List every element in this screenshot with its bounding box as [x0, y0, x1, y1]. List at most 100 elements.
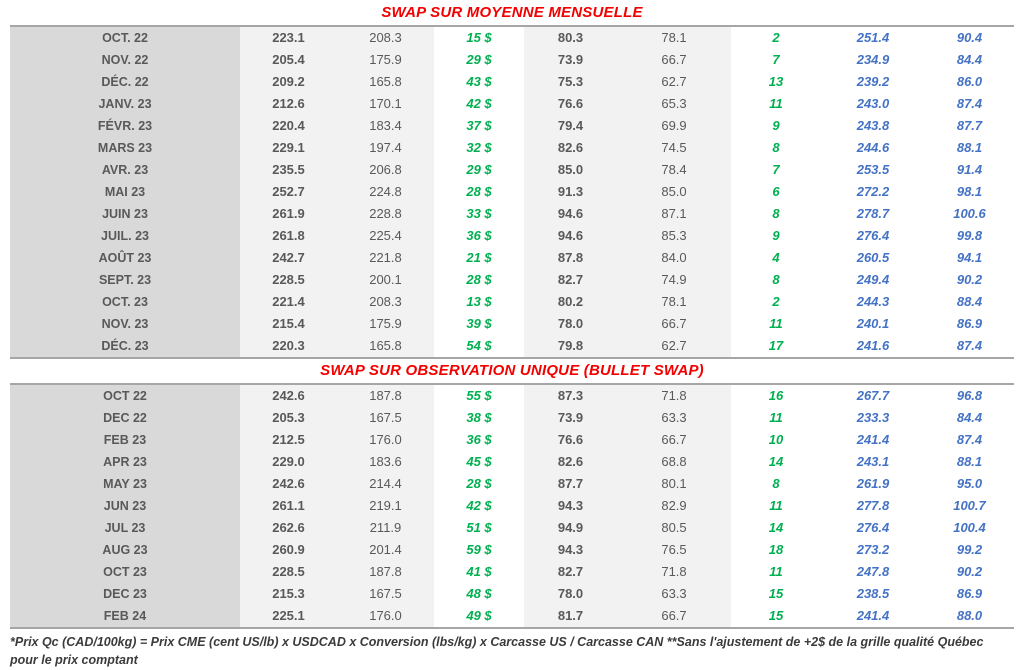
value-cell: 85.3	[617, 225, 731, 247]
table-row: OCT. 22 223.1 208.3 15 $80.3 78.1 2 251.4 90.4	[10, 27, 1014, 49]
value-cell: 71.8	[617, 385, 731, 407]
value-cell: 99.8	[925, 225, 1014, 247]
month-cell: DEC 22	[10, 407, 240, 429]
value-cell: 219.1	[337, 495, 434, 517]
value-cell: 36 $	[434, 225, 524, 247]
value-cell: 85.0	[617, 181, 731, 203]
value-cell: 66.7	[617, 429, 731, 451]
value-cell: 228.5	[240, 561, 337, 583]
table-row: AUG 23 260.9 201.4 59 $94.3 76.5 18 273.2 99.2	[10, 539, 1014, 561]
value-cell: 228.5	[240, 269, 337, 291]
month-cell: FÉVR. 23	[10, 115, 240, 137]
value-cell: 82.7	[524, 269, 617, 291]
value-cell: 176.0	[337, 605, 434, 627]
value-cell: 74.5	[617, 137, 731, 159]
table-row: JUN 23 261.1 219.1 42 $94.3 82.9 11 277.8 100.7	[10, 495, 1014, 517]
value-cell: 238.5	[821, 583, 925, 605]
value-cell: 84.0	[617, 247, 731, 269]
value-cell: 94.6	[524, 225, 617, 247]
value-cell: 201.4	[337, 539, 434, 561]
value-cell: 62.7	[617, 335, 731, 357]
value-cell: 175.9	[337, 313, 434, 335]
value-cell: 273.2	[821, 539, 925, 561]
value-cell: 78.0	[524, 583, 617, 605]
month-cell: OCT 22	[10, 385, 240, 407]
value-cell: 29 $	[434, 159, 524, 181]
value-cell: 229.1	[240, 137, 337, 159]
value-cell: 51 $	[434, 517, 524, 539]
table-title-bullet-swap: SWAP SUR OBSERVATION UNIQUE (BULLET SWAP…	[10, 359, 1014, 383]
table-row: DEC 22 205.3 167.5 38 $73.9 63.3 11 233.3 84.4	[10, 407, 1014, 429]
month-cell: NOV. 23	[10, 313, 240, 335]
value-cell: 8	[731, 269, 821, 291]
value-cell: 63.3	[617, 407, 731, 429]
value-cell: 241.4	[821, 429, 925, 451]
value-cell: 99.2	[925, 539, 1014, 561]
value-cell: 73.9	[524, 49, 617, 71]
month-cell: OCT 23	[10, 561, 240, 583]
value-cell: 100.6	[925, 203, 1014, 225]
value-cell: 78.1	[617, 27, 731, 49]
value-cell: 212.6	[240, 93, 337, 115]
value-cell: 73.9	[524, 407, 617, 429]
value-cell: 225.1	[240, 605, 337, 627]
month-cell: JUL 23	[10, 517, 240, 539]
value-cell: 170.1	[337, 93, 434, 115]
value-cell: 94.6	[524, 203, 617, 225]
value-cell: 79.4	[524, 115, 617, 137]
table-row: SEPT. 23 228.5 200.1 28 $82.7 74.9 8 249.4 90.2	[10, 269, 1014, 291]
value-cell: 82.6	[524, 451, 617, 473]
value-cell: 228.8	[337, 203, 434, 225]
value-cell: 187.8	[337, 561, 434, 583]
month-cell: APR 23	[10, 451, 240, 473]
value-cell: 242.6	[240, 385, 337, 407]
value-cell: 197.4	[337, 137, 434, 159]
value-cell: 49 $	[434, 605, 524, 627]
value-cell: 11	[731, 495, 821, 517]
value-cell: 87.3	[524, 385, 617, 407]
value-cell: 200.1	[337, 269, 434, 291]
value-cell: 87.8	[524, 247, 617, 269]
month-cell: MAY 23	[10, 473, 240, 495]
value-cell: 14	[731, 517, 821, 539]
value-cell: 28 $	[434, 269, 524, 291]
value-cell: 80.2	[524, 291, 617, 313]
value-cell: 90.2	[925, 269, 1014, 291]
value-cell: 74.9	[617, 269, 731, 291]
value-cell: 175.9	[337, 49, 434, 71]
month-cell: JUIL. 23	[10, 225, 240, 247]
value-cell: 8	[731, 203, 821, 225]
value-cell: 100.4	[925, 517, 1014, 539]
value-cell: 187.8	[337, 385, 434, 407]
value-cell: 41 $	[434, 561, 524, 583]
value-cell: 29 $	[434, 49, 524, 71]
value-cell: 42 $	[434, 495, 524, 517]
value-cell: 18	[731, 539, 821, 561]
month-cell: AUG 23	[10, 539, 240, 561]
value-cell: 2	[731, 27, 821, 49]
value-cell: 223.1	[240, 27, 337, 49]
table-row: AVR. 23 235.5 206.8 29 $85.0 78.4 7 253.5 91.4	[10, 159, 1014, 181]
value-cell: 11	[731, 313, 821, 335]
value-cell: 7	[731, 159, 821, 181]
month-cell: DEC 23	[10, 583, 240, 605]
value-cell: 242.7	[240, 247, 337, 269]
table-row: DÉC. 22 209.2 165.8 43 $75.3 62.7 13 239.2 86.0	[10, 71, 1014, 93]
value-cell: 91.4	[925, 159, 1014, 181]
value-cell: 261.9	[240, 203, 337, 225]
table-row: DÉC. 23 220.3 165.8 54 $79.8 62.7 17 241.6 87.4	[10, 335, 1014, 357]
value-cell: 95.0	[925, 473, 1014, 495]
value-cell: 87.4	[925, 429, 1014, 451]
value-cell: 94.3	[524, 539, 617, 561]
value-cell: 251.4	[821, 27, 925, 49]
value-cell: 15 $	[434, 27, 524, 49]
table-row: JUL 23 262.6 211.9 51 $94.9 80.5 14 276.4 100.4	[10, 517, 1014, 539]
value-cell: 261.8	[240, 225, 337, 247]
value-cell: 65.3	[617, 93, 731, 115]
value-cell: 233.3	[821, 407, 925, 429]
value-cell: 36 $	[434, 429, 524, 451]
value-cell: 215.4	[240, 313, 337, 335]
value-cell: 76.6	[524, 93, 617, 115]
value-cell: 205.3	[240, 407, 337, 429]
value-cell: 11	[731, 407, 821, 429]
